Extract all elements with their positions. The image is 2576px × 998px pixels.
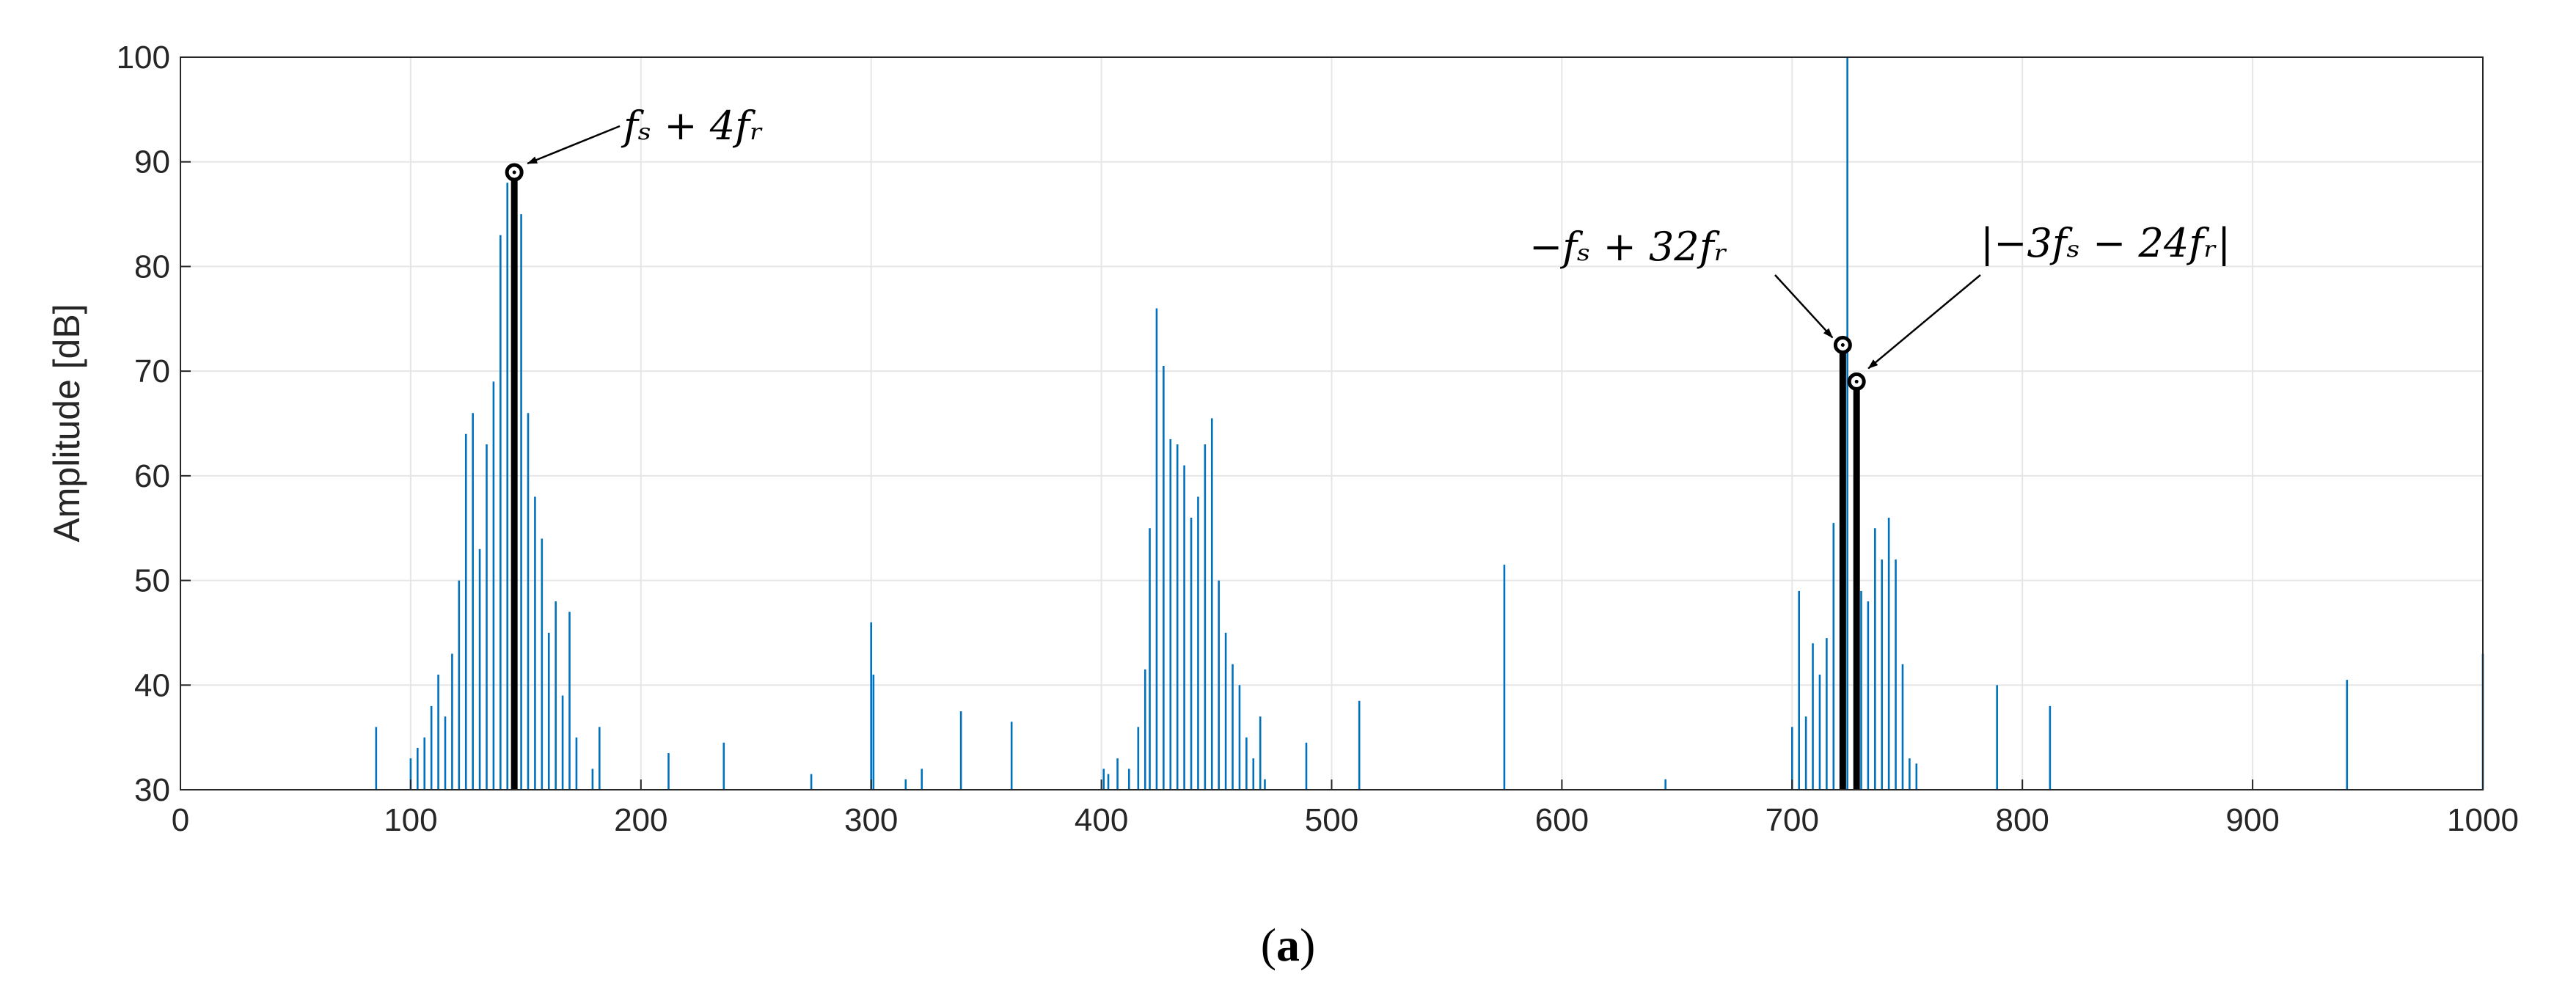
annotation-label: |−3fₛ − 24fᵣ| xyxy=(1980,220,2231,266)
y-tick-label: 70 xyxy=(134,353,170,389)
x-tick-label: 300 xyxy=(844,802,898,838)
grid xyxy=(180,57,2483,790)
y-tick-label: 80 xyxy=(134,249,170,285)
peak-marker-dot xyxy=(512,170,516,175)
x-tick-label: 900 xyxy=(2225,802,2279,838)
x-tick-label: 0 xyxy=(172,802,189,838)
x-tick-label: 500 xyxy=(1305,802,1358,838)
y-tick-label: 40 xyxy=(134,667,170,703)
x-tick-label: 600 xyxy=(1535,802,1589,838)
y-tick-label: 30 xyxy=(134,772,170,808)
y-axis-title: Amplitude [dB] xyxy=(46,304,87,542)
caption-close: ) xyxy=(1300,919,1315,971)
x-tick-label: 100 xyxy=(384,802,437,838)
peak-marker-dot xyxy=(1854,379,1859,384)
highlighted-stems xyxy=(505,163,1866,790)
x-tick-label: 700 xyxy=(1765,802,1819,838)
annotation-arrow xyxy=(1774,274,1834,339)
annotations: fₛ + 4fᵣ −fₛ + 32fᵣ |−3fₛ − 24fᵣ| xyxy=(527,103,2231,370)
y-tick-label: 100 xyxy=(117,40,170,76)
x-tick-label: 400 xyxy=(1075,802,1128,838)
x-tick-label: 800 xyxy=(1995,802,2049,838)
figure-caption: (a) xyxy=(1261,919,1316,971)
axis-ticks: 0 100 200 300 400 500 600 700 800 900 1000 30 40 50 60… xyxy=(117,40,2519,838)
x-tick-label: 200 xyxy=(614,802,667,838)
caption-letter: a xyxy=(1276,919,1300,971)
annotation-label: fₛ + 4fᵣ xyxy=(621,103,764,149)
y-tick-label: 50 xyxy=(134,563,170,599)
y-tick-label: 90 xyxy=(134,144,170,180)
peak-marker-dot xyxy=(1840,342,1845,347)
caption-open: ( xyxy=(1261,919,1276,971)
annotation-arrow xyxy=(1867,274,1981,370)
y-tick-label: 60 xyxy=(134,458,170,494)
x-tick-label: 1000 xyxy=(2447,802,2519,838)
annotation-label: −fₛ + 32fᵣ xyxy=(1529,224,1727,270)
annotation-arrow xyxy=(527,125,621,165)
